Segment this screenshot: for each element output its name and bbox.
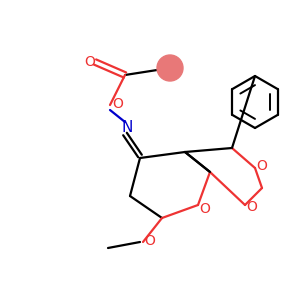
- Circle shape: [157, 55, 183, 81]
- Text: O: O: [85, 55, 95, 69]
- Text: O: O: [256, 159, 267, 173]
- Text: O: O: [200, 202, 210, 216]
- Text: O: O: [145, 234, 155, 248]
- Text: N: N: [121, 121, 133, 136]
- Text: O: O: [247, 200, 257, 214]
- Text: O: O: [112, 97, 123, 111]
